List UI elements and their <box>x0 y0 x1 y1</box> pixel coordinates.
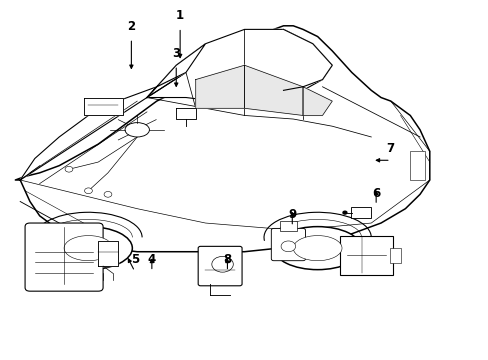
FancyBboxPatch shape <box>350 207 370 219</box>
Ellipse shape <box>64 235 113 261</box>
Text: 4: 4 <box>147 253 156 266</box>
Text: 2: 2 <box>127 20 135 33</box>
FancyBboxPatch shape <box>271 228 305 261</box>
Polygon shape <box>303 87 331 116</box>
FancyBboxPatch shape <box>339 235 392 275</box>
Ellipse shape <box>293 235 341 261</box>
Polygon shape <box>283 30 331 90</box>
FancyBboxPatch shape <box>280 221 296 231</box>
Circle shape <box>84 188 92 194</box>
FancyBboxPatch shape <box>409 151 425 180</box>
Polygon shape <box>244 65 303 116</box>
Polygon shape <box>98 241 118 266</box>
Ellipse shape <box>44 226 132 270</box>
Circle shape <box>211 256 233 272</box>
Circle shape <box>342 211 346 214</box>
Polygon shape <box>147 44 205 98</box>
Text: 1: 1 <box>176 9 184 22</box>
Polygon shape <box>83 98 122 116</box>
Text: 8: 8 <box>223 253 231 266</box>
FancyBboxPatch shape <box>25 223 103 291</box>
Text: 3: 3 <box>172 47 180 60</box>
Polygon shape <box>147 30 331 101</box>
Polygon shape <box>20 72 185 180</box>
Polygon shape <box>15 26 429 252</box>
FancyBboxPatch shape <box>389 248 400 263</box>
Text: 9: 9 <box>287 208 296 221</box>
Circle shape <box>65 166 73 172</box>
Circle shape <box>104 192 112 197</box>
Ellipse shape <box>125 123 149 137</box>
Ellipse shape <box>273 226 361 270</box>
Polygon shape <box>195 65 244 108</box>
Text: 6: 6 <box>371 187 380 200</box>
Text: 5: 5 <box>130 253 139 266</box>
Polygon shape <box>176 108 195 119</box>
Text: 7: 7 <box>386 142 394 155</box>
FancyBboxPatch shape <box>198 246 242 286</box>
Circle shape <box>281 241 295 252</box>
